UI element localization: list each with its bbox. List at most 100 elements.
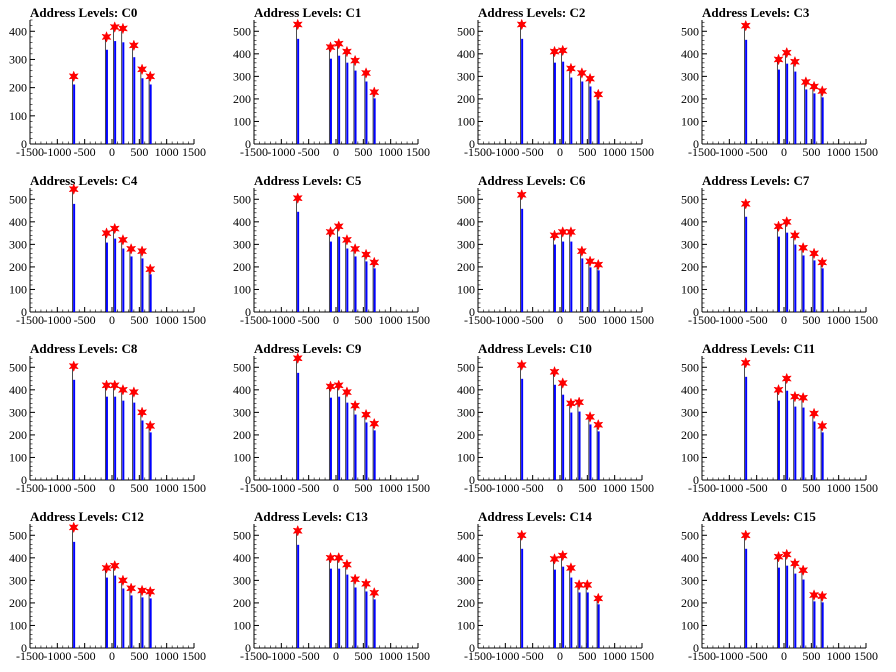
peak-bar (562, 241, 565, 312)
peak-bar (745, 216, 748, 312)
peak-bar (338, 396, 341, 480)
peak-marker (798, 391, 809, 404)
x-tick-label: 500 (802, 481, 820, 495)
peak-bar (346, 248, 349, 312)
peak-bar (130, 256, 133, 312)
y-tick-label: 200 (9, 260, 27, 274)
x-tick-label: -1500 (16, 481, 44, 495)
x-tick-label: 500 (578, 649, 596, 663)
peak-bar (597, 604, 600, 648)
peak-marker (773, 550, 784, 563)
peak-bar (338, 236, 341, 312)
peak-bar (570, 241, 573, 312)
x-tick-label: 1000 (603, 145, 627, 159)
x-tick-label: -1000 (43, 481, 71, 495)
y-tick-label: 100 (681, 450, 699, 464)
peak-marker (117, 233, 129, 246)
peak-bar (821, 97, 824, 144)
peak-marker (128, 39, 139, 52)
chart-title: Address Levels: C5 (254, 173, 362, 188)
peak-bar (365, 591, 368, 648)
chart-panel-11: Address Levels: C11 0 100 200 300 400 500 -1500… (681, 341, 878, 495)
y-tick-label: 400 (233, 383, 251, 397)
peak-marker (781, 46, 792, 59)
peak-marker (773, 220, 784, 233)
chart-panel-8: Address Levels: C80100200300400500-1500-… (9, 341, 206, 495)
x-tick-label: 500 (130, 649, 148, 663)
chart-panel-5: Address Levels: C50100200300400500-1500-… (233, 173, 430, 327)
peak-bar (802, 407, 805, 480)
x-tick-label: -1500 (240, 481, 268, 495)
y-tick-label: 500 (681, 528, 699, 542)
x-tick-label: -1500 (464, 145, 492, 159)
x-tick-label: 1000 (155, 313, 179, 327)
y-tick-label: 200 (233, 428, 251, 442)
peak-bar (149, 598, 152, 648)
peak-marker (565, 562, 577, 574)
x-tick-label: 1500 (630, 313, 654, 327)
chart-title: Address Levels: C12 (30, 509, 144, 524)
x-tick-label: 1000 (155, 145, 179, 159)
peak-marker (109, 21, 120, 33)
y-tick-label: 300 (9, 573, 27, 587)
peak-bar (297, 544, 300, 648)
peak-bar (777, 567, 780, 648)
y-tick-label: 400 (233, 47, 251, 61)
x-tick-label: 0 (781, 313, 787, 327)
y-tick-label: 200 (9, 596, 27, 610)
y-tick-label: 300 (457, 69, 475, 83)
peak-marker (333, 379, 344, 392)
chart-panel-0: Address Levels: C0 0 100 200 300 400 -1500 -100… (9, 5, 206, 159)
x-tick-label: 0 (333, 649, 339, 663)
y-tick-label: 500 (233, 24, 251, 38)
y-tick-label: 400 (9, 24, 27, 38)
peak-marker (145, 419, 156, 432)
x-tick-label: 1500 (854, 481, 878, 495)
peak-bar (354, 70, 357, 144)
y-tick-label: 400 (457, 215, 475, 229)
chart-panel-3: Address Levels: C30100200300400500-1500-… (681, 5, 878, 159)
x-tick-label: -500 (298, 145, 320, 159)
peak-bar (553, 384, 556, 480)
peak-marker (68, 70, 79, 83)
peak-marker (68, 183, 79, 196)
peak-bar (297, 211, 300, 312)
peak-bar (329, 241, 332, 312)
x-tick-label: 1500 (854, 649, 878, 663)
peak-marker (584, 72, 596, 85)
chart-title: Address Levels: C9 (254, 341, 362, 356)
y-tick-label: 300 (681, 405, 699, 419)
chart-title: Address Levels: C13 (254, 509, 368, 524)
x-tick-label: -1000 (491, 313, 519, 327)
peak-marker (549, 553, 560, 565)
peak-bar (589, 424, 592, 480)
y-tick-label: 100 (233, 618, 251, 632)
x-tick-label: 1000 (827, 145, 851, 159)
peak-marker (68, 360, 79, 373)
x-tick-label: 500 (130, 313, 148, 327)
peak-bar (346, 62, 349, 144)
y-tick-label: 200 (233, 92, 251, 106)
y-tick-label: 300 (233, 237, 251, 251)
x-tick-label: -1000 (491, 145, 519, 159)
peak-bar (114, 238, 117, 312)
peak-marker (126, 242, 137, 255)
x-tick-label: -1500 (240, 145, 268, 159)
peak-bar (141, 420, 144, 480)
y-tick-label: 500 (9, 528, 27, 542)
y-tick-label: 300 (457, 573, 475, 587)
peak-marker (516, 359, 527, 371)
peak-marker (136, 406, 148, 419)
peak-marker (292, 192, 303, 205)
x-tick-label: -1500 (688, 649, 716, 663)
peak-marker (117, 22, 129, 35)
peak-marker (576, 245, 587, 258)
y-tick-label: 0 (469, 137, 475, 151)
y-tick-label: 100 (9, 618, 27, 632)
peak-marker (325, 380, 336, 393)
peak-bar (589, 267, 592, 312)
x-tick-label: -1000 (267, 481, 295, 495)
y-tick-label: 400 (9, 551, 27, 565)
x-tick-label: 1500 (182, 649, 206, 663)
